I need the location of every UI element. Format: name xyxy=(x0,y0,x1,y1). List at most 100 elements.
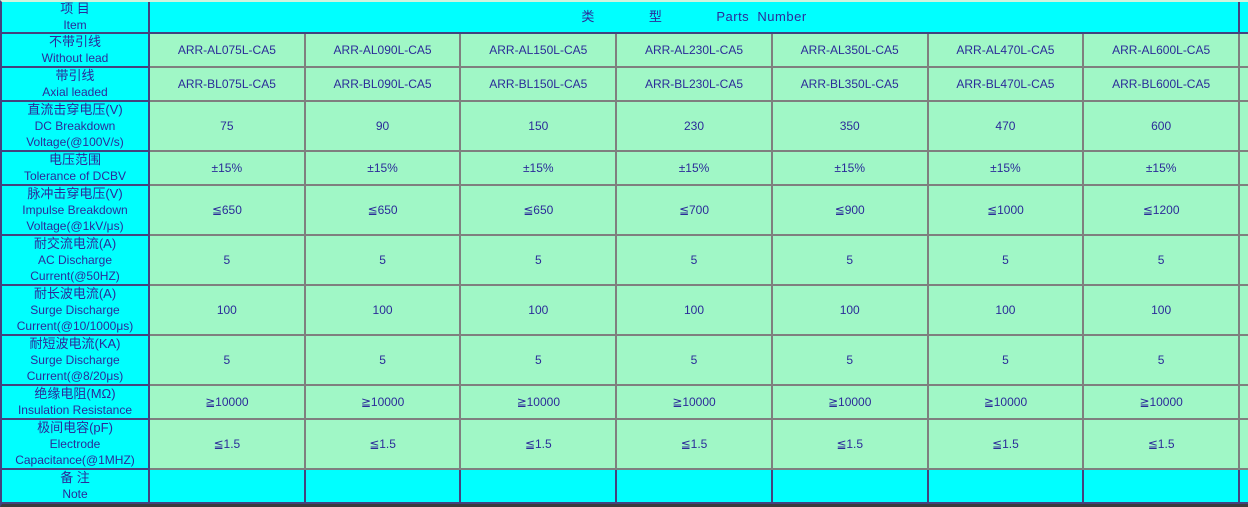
value-axial-leaded-col2: ARR-BL090L-CA5 xyxy=(305,68,462,102)
value-surge-discharge-current-long-col5: 100 xyxy=(772,286,929,336)
value-dc-breakdown-voltage-col6: 470 xyxy=(928,102,1085,152)
value-dc-breakdown-voltage-col4: 230 xyxy=(617,102,773,152)
value-ac-discharge-current-col2: 5 xyxy=(305,236,462,286)
value-tolerance-of-dcbv-col4: ±15% xyxy=(617,152,773,186)
table-row-axial-leaded: 带引线 Axial leaded ARR-BL075L-CA5 ARR-BL090L-… xyxy=(2,68,1248,102)
value-impulse-breakdown-voltage-col1: ≦650 xyxy=(150,186,306,236)
spacer-cell xyxy=(1239,186,1248,236)
value-note-col7 xyxy=(1084,470,1240,504)
value-tolerance-of-dcbv-col2: ±15% xyxy=(305,152,462,186)
spacer-cell xyxy=(1239,420,1248,470)
row-label-cn: 脉冲击穿电压(V) xyxy=(27,186,123,201)
value-impulse-breakdown-voltage-col3: ≦650 xyxy=(461,186,618,236)
table-body: 不带引线 Without lead ARR-AL075L-CA5 ARR-AL090L… xyxy=(2,34,1248,504)
value-impulse-breakdown-voltage-col7: ≦1200 xyxy=(1084,186,1240,236)
value-dc-breakdown-voltage-col7: 600 xyxy=(1084,102,1240,152)
spacer-cell xyxy=(1239,68,1248,102)
value-insulation-resistance-col1: ≧10000 xyxy=(150,386,306,420)
row-label-en: Tolerance of DCBV xyxy=(23,169,127,183)
value-surge-discharge-current-long-col4: 100 xyxy=(617,286,773,336)
value-electrode-capacitance-col1: ≦1.5 xyxy=(150,420,306,470)
row-label-en: Voltage(@1kV/μs) xyxy=(26,219,124,233)
value-impulse-breakdown-voltage-col2: ≦650 xyxy=(305,186,462,236)
value-surge-discharge-current-short-col1: 5 xyxy=(150,336,306,386)
value-dc-breakdown-voltage-col1: 75 xyxy=(150,102,306,152)
row-label-cn: 耐短波电流(KA) xyxy=(29,336,121,351)
value-electrode-capacitance-col5: ≦1.5 xyxy=(772,420,929,470)
value-surge-discharge-current-short-col5: 5 xyxy=(772,336,929,386)
value-insulation-resistance-col7: ≧10000 xyxy=(1084,386,1240,420)
row-label-tolerance-of-dcbv: 电压范围 Tolerance of DCBV xyxy=(2,152,150,186)
value-surge-discharge-current-long-col3: 100 xyxy=(461,286,618,336)
value-surge-discharge-current-short-col3: 5 xyxy=(461,336,618,386)
value-note-col3 xyxy=(461,470,618,504)
value-axial-leaded-col1: ARR-BL075L-CA5 xyxy=(150,68,306,102)
value-surge-discharge-current-long-col6: 100 xyxy=(928,286,1085,336)
value-surge-discharge-current-short-col7: 5 xyxy=(1084,336,1240,386)
spacer-cell xyxy=(1239,386,1248,420)
value-ac-discharge-current-col6: 5 xyxy=(928,236,1085,286)
spacer-cell xyxy=(1239,34,1248,68)
value-insulation-resistance-col4: ≧10000 xyxy=(617,386,773,420)
value-note-col4 xyxy=(617,470,773,504)
value-electrode-capacitance-col4: ≦1.5 xyxy=(617,420,773,470)
spacer-cell xyxy=(1239,152,1248,186)
value-surge-discharge-current-long-col2: 100 xyxy=(305,286,462,336)
row-label-dc-breakdown-voltage: 直流击穿电压(V) DC Breakdown Voltage(@100V/s) xyxy=(2,102,150,152)
value-axial-leaded-col5: ARR-BL350L-CA5 xyxy=(772,68,929,102)
row-label-ac-discharge-current: 耐交流电流(A) AC Discharge Current(@50HZ) xyxy=(2,236,150,286)
table-row-impulse-breakdown-voltage: 脉冲击穿电压(V) Impulse Breakdown Voltage(@1kV/μ… xyxy=(2,186,1248,236)
row-label-cn: 带引线 xyxy=(55,68,95,83)
value-tolerance-of-dcbv-col1: ±15% xyxy=(150,152,306,186)
row-label-impulse-breakdown-voltage: 脉冲击穿电压(V) Impulse Breakdown Voltage(@1kV/μ… xyxy=(2,186,150,236)
row-label-cn: 电压范围 xyxy=(48,152,101,167)
row-label-en: Current(@50HZ) xyxy=(30,269,120,283)
value-axial-leaded-col4: ARR-BL230L-CA5 xyxy=(617,68,773,102)
spacer-cell xyxy=(1240,2,1248,34)
value-axial-leaded-col7: ARR-BL600L-CA5 xyxy=(1084,68,1240,102)
row-label-note: 备 注 Note xyxy=(2,470,150,504)
corner-label-cn: 项 目 xyxy=(60,2,90,16)
table-row-dc-breakdown-voltage: 直流击穿电压(V) DC Breakdown Voltage(@100V/s) 75 9… xyxy=(2,102,1248,152)
value-note-col1 xyxy=(150,470,306,504)
value-without-lead-col2: ARR-AL090L-CA5 xyxy=(305,34,462,68)
value-without-lead-col3: ARR-AL150L-CA5 xyxy=(461,34,618,68)
row-label-en: AC Discharge xyxy=(37,253,113,267)
value-dc-breakdown-voltage-col3: 150 xyxy=(461,102,618,152)
row-label-insulation-resistance: 绝缘电阻(MΩ) Insulation Resistance xyxy=(2,386,150,420)
spacer-cell xyxy=(1239,286,1248,336)
row-label-axial-leaded: 带引线 Axial leaded xyxy=(2,68,150,102)
row-label-en: Without lead xyxy=(41,51,109,65)
value-dc-breakdown-voltage-col5: 350 xyxy=(772,102,929,152)
row-label-surge-discharge-current-short: 耐短波电流(KA) Surge Discharge Current(@8/20μs) xyxy=(2,336,150,386)
spacer-cell xyxy=(1239,102,1248,152)
table-row-without-lead: 不带引线 Without lead ARR-AL075L-CA5 ARR-AL090L… xyxy=(2,34,1248,68)
value-without-lead-col5: ARR-AL350L-CA5 xyxy=(772,34,929,68)
row-label-cn: 耐长波电流(A) xyxy=(33,286,117,301)
table-header-row: 项 目 Item 类 型 Parts Number xyxy=(2,2,1248,34)
row-label-en: Current(@8/20μs) xyxy=(26,369,124,383)
row-label-cn: 绝缘电阻(MΩ) xyxy=(34,386,116,401)
value-insulation-resistance-col6: ≧10000 xyxy=(928,386,1085,420)
table-row-surge-discharge-current-long: 耐长波电流(A) Surge Discharge Current(@10/1000μ… xyxy=(2,286,1248,336)
value-note-col5 xyxy=(772,470,929,504)
row-label-surge-discharge-current-long: 耐长波电流(A) Surge Discharge Current(@10/1000μ… xyxy=(2,286,150,336)
value-impulse-breakdown-voltage-col6: ≦1000 xyxy=(928,186,1085,236)
value-electrode-capacitance-col3: ≦1.5 xyxy=(461,420,618,470)
row-label-en: Capacitance(@1MHZ) xyxy=(15,453,135,467)
value-surge-discharge-current-short-col4: 5 xyxy=(617,336,773,386)
value-tolerance-of-dcbv-col6: ±15% xyxy=(928,152,1085,186)
parts-number-header: 类 型 Parts Number xyxy=(150,2,1240,34)
value-tolerance-of-dcbv-col3: ±15% xyxy=(461,152,618,186)
value-without-lead-col7: ARR-AL600L-CA5 xyxy=(1084,34,1240,68)
value-surge-discharge-current-long-col7: 100 xyxy=(1084,286,1240,336)
table-row-surge-discharge-current-short: 耐短波电流(KA) Surge Discharge Current(@8/20μs)… xyxy=(2,336,1248,386)
row-label-en: Note xyxy=(62,487,88,501)
row-label-en: Axial leaded xyxy=(42,85,108,99)
row-label-cn: 耐交流电流(A) xyxy=(33,236,117,251)
value-note-col6 xyxy=(928,470,1085,504)
value-ac-discharge-current-col1: 5 xyxy=(150,236,306,286)
value-dc-breakdown-voltage-col2: 90 xyxy=(305,102,462,152)
table-row-insulation-resistance: 绝缘电阻(MΩ) Insulation Resistance ≧10000 ≧1000… xyxy=(2,386,1248,420)
